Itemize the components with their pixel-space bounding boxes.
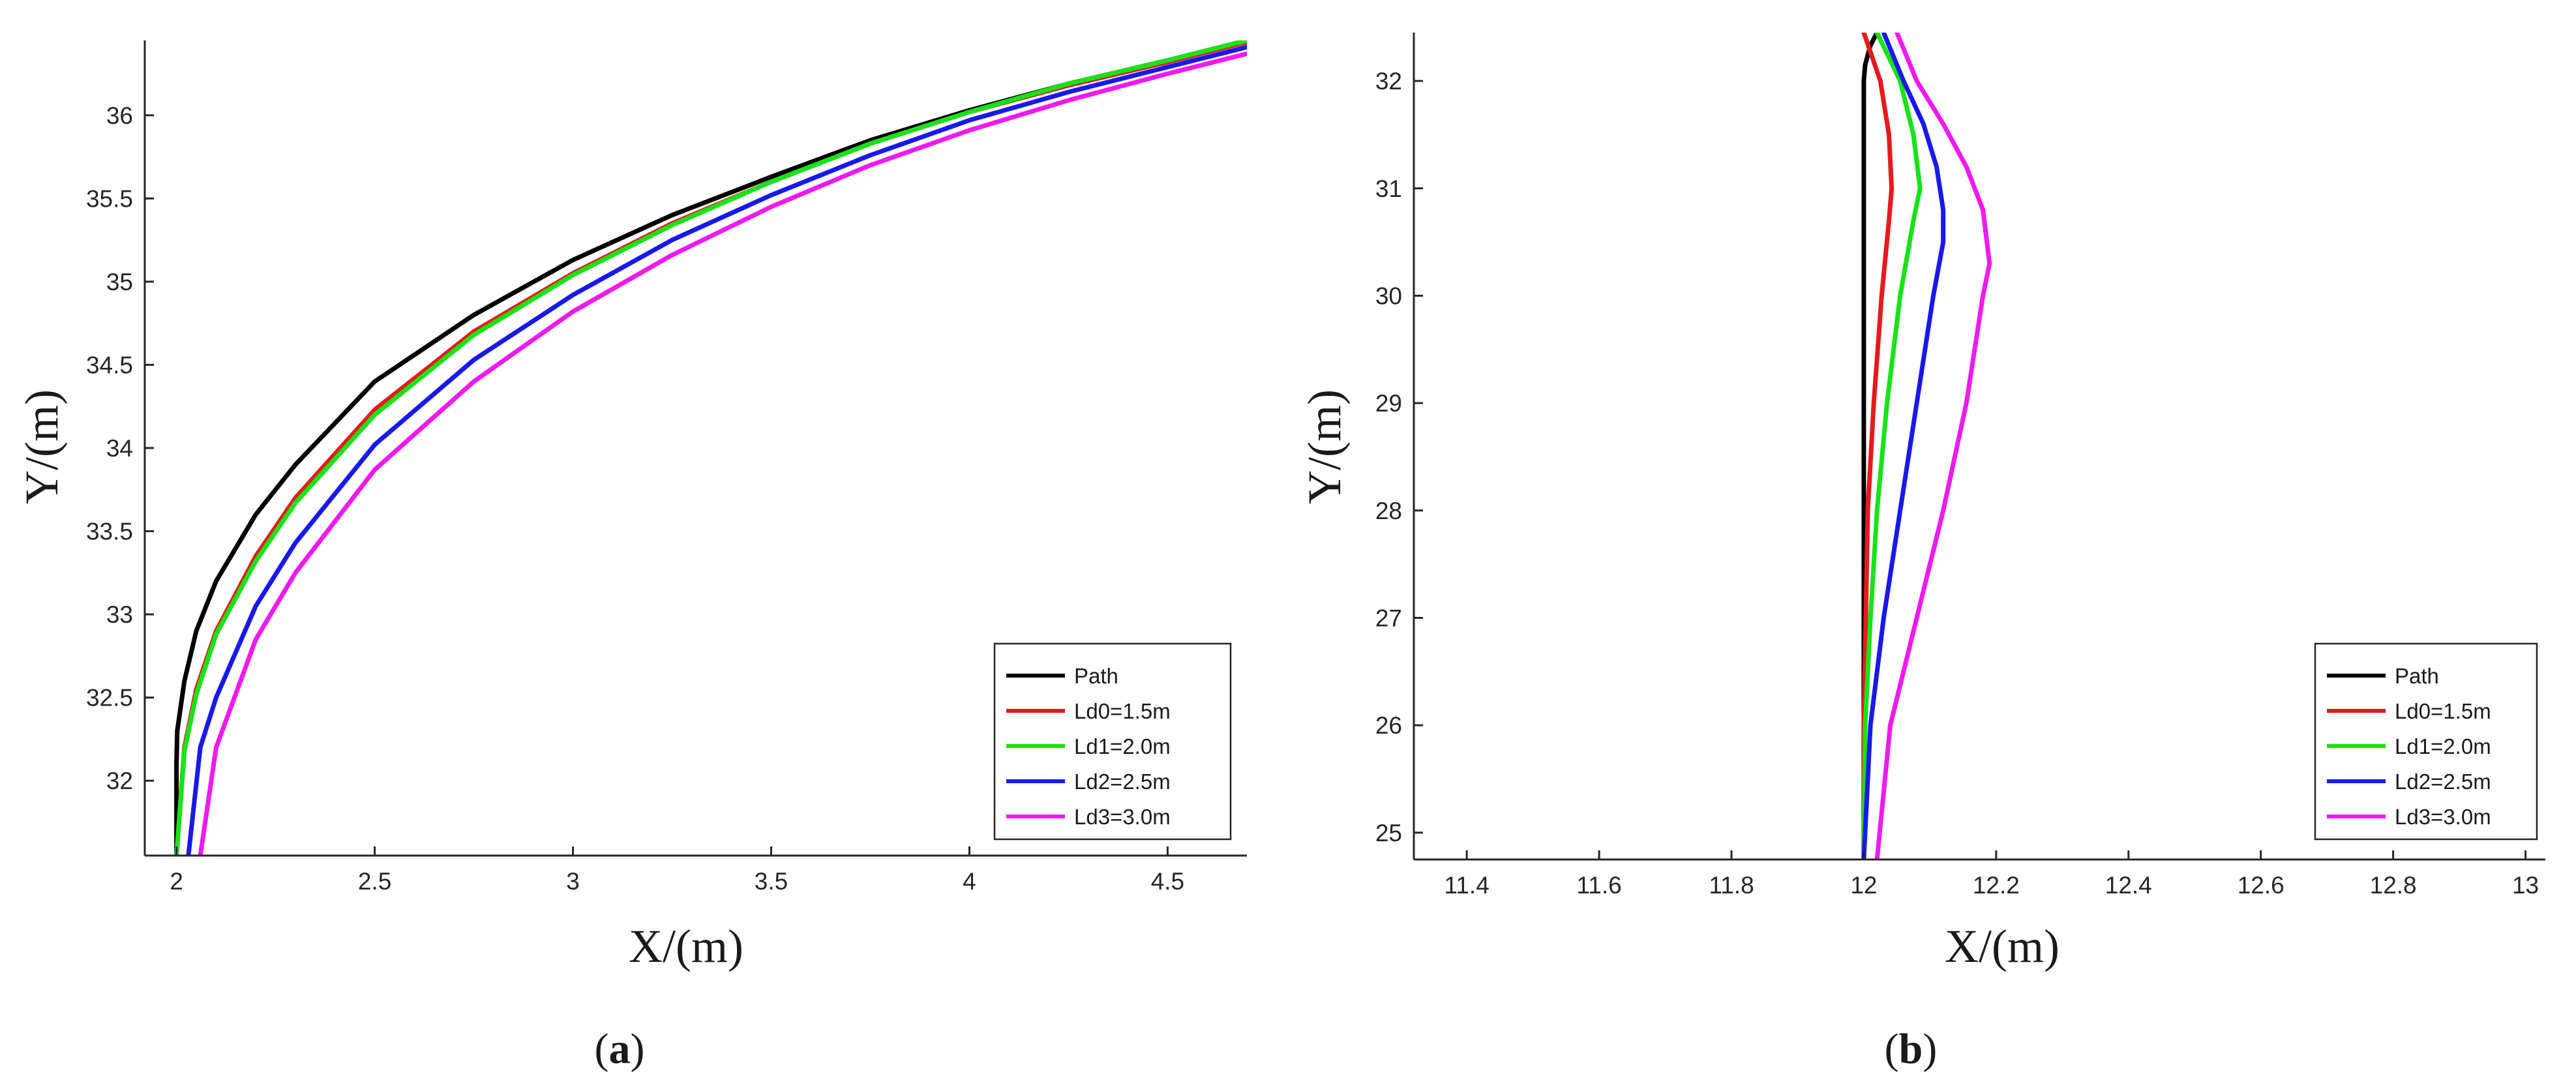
panel-b-x-tick-label: 11.6 (1576, 872, 1621, 899)
panel-b-y-tick-label: 28 (1375, 498, 1402, 524)
panel-b-x-tick-label: 13 (2512, 872, 2539, 899)
panel-a-y-tick-label: 34.5 (86, 351, 133, 378)
panel-b-caption: (b) (1885, 1025, 1938, 1073)
panel-a-series-ld3-3-0m (198, 51, 1247, 856)
panel-a-x-axis-label: X/(m) (629, 920, 743, 972)
panel-b-y-tick-label: 27 (1375, 605, 1402, 631)
panel-b-legend-label-ld3-3-0m: Ld3=3.0m (2395, 805, 2491, 829)
panel-a-y-tick-label: 33 (106, 601, 133, 628)
panel-b-series-ld3-3-0m (1874, 33, 1992, 859)
panel-a-x-tick-label: 3.5 (755, 868, 788, 895)
panel-b-x-tick-label: 12.8 (2370, 872, 2417, 899)
panel-a-legend-label-ld2-2-5m: Ld2=2.5m (1074, 770, 1171, 794)
panel-b-x-tick-label: 12 (1850, 872, 1877, 899)
panel-b-series-ld0-1-5m (1861, 33, 1895, 859)
panel-b-caption-letter: b (1899, 1025, 1923, 1073)
panel-b-y-tick-label: 29 (1375, 390, 1402, 417)
panel-b-y-tick-label: 26 (1375, 712, 1402, 739)
panel-a-series (174, 40, 1247, 856)
panel-a-y-tick-label: 33.5 (86, 518, 133, 545)
panel-a-caption-open-paren: ( (595, 1025, 609, 1073)
panel-b-caption-open-paren: ( (1885, 1025, 1899, 1073)
panel-b-series (1861, 33, 1992, 859)
panel-a-y-tick-label: 35 (106, 269, 133, 295)
panel-b-x-tick-label: 12.2 (1973, 872, 2020, 899)
panel-a-legend-label-path: Path (1074, 664, 1118, 688)
panel-a-caption-close-paren: ) (631, 1025, 645, 1073)
panel-b-y-axis-label: Y/(m) (1298, 389, 1351, 504)
panel-a-x-tick-label: 4.5 (1151, 868, 1184, 895)
panel-b-series-ld1-2-0m (1861, 33, 1923, 859)
panel-b-y-tick-label: 31 (1375, 175, 1402, 202)
panel-a-x-tick-label: 2.5 (358, 868, 391, 895)
panel-a-caption: (a) (595, 1025, 645, 1073)
panel-a-legend: Path Ld0=1.5m Ld1=2.0m Ld2=2.5m Ld3=3.0m (993, 642, 1232, 841)
panel-a-caption-letter: a (609, 1025, 631, 1073)
panel-a-y-tick-label: 34 (106, 435, 133, 462)
panel-b-series-ld2-2-5m (1861, 33, 1946, 859)
panel-a-legend-label-ld0-1-5m: Ld0=1.5m (1074, 699, 1171, 723)
panel-a-series-ld1-2-0m (174, 40, 1247, 856)
panel-b: 11.4 11.6 11.8 12 12.2 12.4 12.6 12.8 13 25 26 27 28… (1298, 33, 2545, 1073)
panel-b-legend: Path Ld0=1.5m Ld1=2.0m Ld2=2.5m Ld3=3.0m (2314, 642, 2538, 841)
panel-a-y-axis-label: Y/(m) (16, 389, 68, 504)
panel-a-legend-label-ld1-2-0m: Ld1=2.0m (1074, 734, 1171, 758)
panel-a-x-tick-label: 2 (170, 868, 183, 895)
panel-b-x-tick-label: 11.8 (1709, 872, 1754, 899)
panel-a-legend-label-ld3-3-0m: Ld3=3.0m (1074, 805, 1171, 829)
panel-b-x-tick-label: 12.4 (2105, 872, 2152, 899)
panel-a-y-tick-label: 35.5 (86, 185, 133, 212)
panel-b-axes (1413, 33, 2545, 861)
panel-b-caption-close-paren: ) (1923, 1025, 1937, 1073)
panel-a-y-tick-label: 32.5 (86, 685, 133, 711)
panel-b-x-tick-label: 11.4 (1445, 872, 1490, 899)
panel-b-x-tick-label: 12.6 (2238, 872, 2284, 899)
panel-a-y-tick-label: 32 (106, 768, 133, 794)
panel-a-x-tick-label: 4 (963, 868, 976, 895)
panel-b-legend-label-ld1-2-0m: Ld1=2.0m (2395, 734, 2491, 758)
panel-b-ticks: 11.4 11.6 11.8 12 12.2 12.4 12.6 12.8 13 25 26 27 28… (1375, 68, 2539, 899)
panel-b-y-tick-label: 25 (1375, 820, 1402, 846)
panel-b-legend-label-ld0-1-5m: Ld0=1.5m (2395, 699, 2491, 723)
panel-b-series-path (1861, 33, 1880, 859)
panel-b-legend-label-ld2-2-5m: Ld2=2.5m (2395, 770, 2491, 794)
panel-b-x-axis-label: X/(m) (1945, 920, 2059, 972)
panel-b-y-tick-label: 32 (1375, 68, 1402, 95)
panel-a-x-tick-label: 3 (566, 868, 580, 895)
panel-b-legend-label-path: Path (2395, 664, 2439, 688)
panel-b-y-tick-label: 30 (1375, 282, 1402, 309)
panel-a-y-tick-label: 36 (106, 102, 133, 129)
panel-a-series-ld2-2-5m (186, 44, 1247, 856)
